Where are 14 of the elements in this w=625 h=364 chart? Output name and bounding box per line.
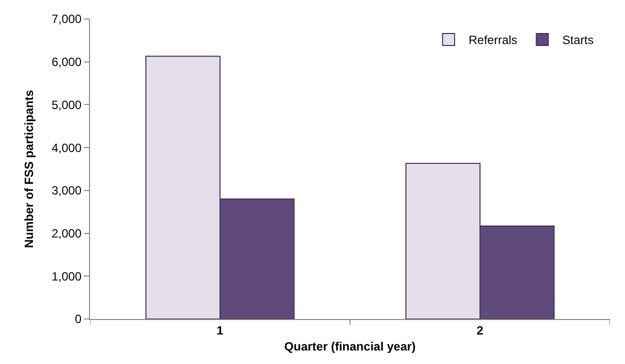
x-tick-label: 2 xyxy=(476,323,484,338)
x-tick-label: 1 xyxy=(216,323,224,338)
y-tick-label: 0 xyxy=(74,312,82,326)
x-axis-title: Quarter (financial year) xyxy=(284,339,416,354)
y-tick-label: 6,000 xyxy=(52,55,82,70)
y-tick-label: 1,000 xyxy=(52,269,82,284)
y-tick-label: 5,000 xyxy=(52,98,82,112)
legend-label: Starts xyxy=(562,33,594,48)
y-tick-label: 7,000 xyxy=(52,12,82,26)
y-axis-title: Number of FSS participants xyxy=(22,90,36,248)
y-tick-label: 3,000 xyxy=(52,184,82,198)
y-tick-label: 4,000 xyxy=(52,140,82,155)
y-tick-label: 2,000 xyxy=(52,226,82,240)
legend-label: Referrals xyxy=(468,33,518,48)
